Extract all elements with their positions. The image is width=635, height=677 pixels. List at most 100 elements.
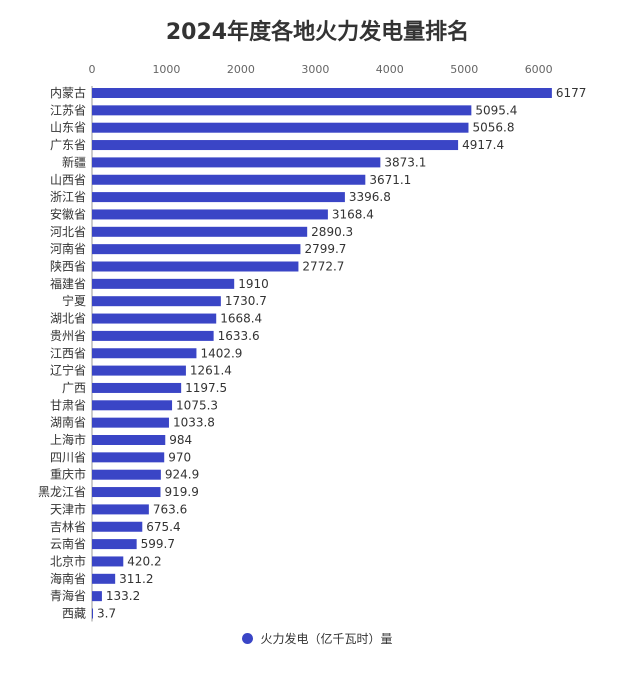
bar[interactable]: [92, 348, 197, 359]
bar[interactable]: [92, 521, 143, 532]
bar[interactable]: [92, 573, 116, 584]
value-label: 3.7: [97, 607, 116, 621]
bar[interactable]: [92, 417, 169, 428]
category-label: 安徽省: [50, 206, 86, 221]
x-tick-label: 4000: [376, 63, 404, 76]
category-label: 内蒙古: [50, 85, 86, 100]
bar[interactable]: [92, 556, 124, 567]
value-label: 919.9: [164, 485, 198, 499]
bar[interactable]: [92, 261, 299, 272]
category-label: 青海省: [50, 588, 86, 603]
category-label: 江苏省: [50, 103, 86, 117]
value-label: 1075.3: [176, 398, 218, 412]
bar[interactable]: [92, 435, 166, 445]
bar[interactable]: [92, 157, 381, 168]
bar[interactable]: [92, 504, 149, 515]
x-tick-label: 2000: [227, 63, 255, 76]
bar[interactable]: [92, 591, 102, 602]
bar[interactable]: [92, 174, 366, 185]
category-label: 浙江省: [50, 190, 86, 204]
value-label: 763.6: [153, 502, 187, 516]
bar[interactable]: [92, 487, 161, 498]
value-label: 5095.4: [475, 103, 517, 117]
bar[interactable]: [92, 313, 217, 324]
value-label: 6177: [556, 86, 587, 100]
category-label: 新疆: [62, 154, 86, 169]
value-label: 3671.1: [369, 173, 411, 187]
value-label: 3873.1: [384, 155, 426, 169]
category-labels: 内蒙古江苏省山东省广东省新疆山西省浙江省安徽省河北省河南省陕西省福建省宁夏湖北省…: [38, 85, 86, 621]
bar[interactable]: [92, 88, 552, 98]
value-label: 5056.8: [472, 121, 514, 135]
category-label: 江西省: [50, 346, 86, 360]
category-label: 重庆市: [50, 467, 86, 482]
value-label: 924.9: [165, 468, 199, 482]
category-label: 云南省: [50, 536, 86, 551]
value-labels: 6177 5095.4 5056.8 4917.4 3873.1 3671.1 3396.8…: [97, 86, 586, 621]
bar[interactable]: [92, 382, 182, 393]
category-label: 福建省: [50, 276, 86, 291]
value-label: 2890.3: [311, 225, 353, 239]
value-label: 984: [169, 433, 192, 447]
value-label: 1033.8: [173, 416, 215, 430]
category-label: 山东省: [50, 121, 86, 135]
value-label: 1730.7: [225, 294, 267, 308]
bar[interactable]: [92, 539, 137, 550]
category-label: 辽宁省: [50, 363, 86, 378]
bar[interactable]: [92, 122, 469, 133]
bar[interactable]: [92, 209, 328, 220]
bar[interactable]: [92, 365, 186, 376]
category-label: 山西省: [50, 173, 86, 187]
bar[interactable]: [92, 244, 301, 255]
bar[interactable]: [92, 296, 221, 307]
bar[interactable]: [92, 330, 214, 341]
value-label: 3168.4: [332, 207, 374, 221]
legend-swatch: [242, 633, 254, 644]
category-label: 湖北省: [50, 311, 86, 326]
bar[interactable]: [92, 226, 308, 237]
category-label: 湖南省: [50, 415, 86, 430]
value-label: 1668.4: [220, 312, 262, 326]
bar[interactable]: [92, 278, 235, 289]
bar[interactable]: [92, 469, 161, 480]
value-label: 1910: [238, 277, 269, 291]
value-label: 1402.9: [200, 346, 242, 360]
category-label: 广西: [62, 381, 86, 395]
category-label: 天津市: [50, 501, 86, 516]
category-label: 北京市: [50, 553, 86, 568]
value-label: 675.4: [146, 520, 180, 534]
category-label: 广东省: [50, 138, 86, 152]
value-label: 420.2: [127, 554, 161, 568]
category-label: 陕西省: [50, 259, 86, 274]
legend-label: 火力发电（亿千瓦时）量: [260, 632, 393, 646]
category-label: 宁夏: [62, 293, 86, 308]
bar[interactable]: [92, 400, 173, 411]
category-label: 黑龙江省: [38, 485, 86, 499]
bar[interactable]: [92, 452, 165, 463]
x-tick-label: 3000: [301, 63, 329, 76]
category-label: 上海市: [50, 432, 86, 447]
value-label: 311.2: [119, 572, 153, 586]
bar[interactable]: [92, 608, 93, 619]
category-label: 海南省: [50, 571, 86, 586]
value-label: 1633.6: [218, 329, 260, 343]
value-label: 2772.7: [302, 260, 344, 274]
category-label: 四川省: [50, 450, 86, 464]
value-label: 970: [168, 450, 191, 464]
value-label: 1197.5: [185, 381, 227, 395]
x-tick-label: 0: [89, 63, 96, 76]
x-tick-label: 5000: [450, 63, 478, 76]
legend[interactable]: 火力发电（亿千瓦时）量: [0, 630, 635, 647]
category-label: 贵州省: [50, 329, 86, 343]
chart-title: 2024年度各地火力发电量排名: [165, 20, 470, 45]
x-tick-label: 6000: [525, 63, 553, 76]
bar[interactable]: [92, 105, 472, 116]
value-label: 2799.7: [304, 242, 346, 256]
x-tick-label: 1000: [152, 63, 180, 76]
bars: [92, 88, 552, 619]
bar[interactable]: [92, 192, 345, 203]
category-label: 甘肃省: [50, 398, 86, 412]
bar[interactable]: [92, 140, 459, 151]
category-label: 西藏: [62, 607, 86, 621]
